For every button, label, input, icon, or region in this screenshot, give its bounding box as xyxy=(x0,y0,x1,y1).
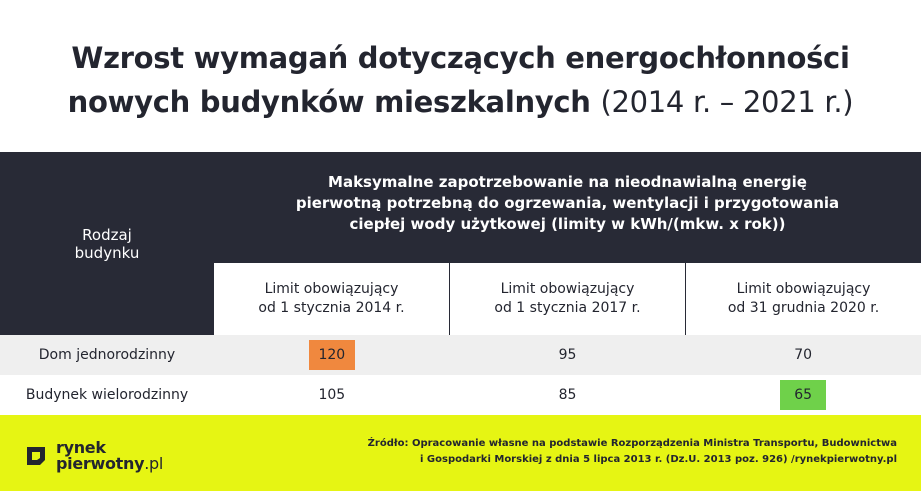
value-highlight-green: 65 xyxy=(780,380,827,410)
logo-mark-icon xyxy=(27,447,45,465)
column-header-2014: Limit obowiązujący od 1 stycznia 2014 r. xyxy=(214,263,449,335)
column-header-2017: Limit obowiązujący od 1 stycznia 2017 r. xyxy=(449,263,685,335)
row-header-line-2: budynku xyxy=(74,244,140,262)
value: 85 xyxy=(558,387,577,403)
page-title: Wzrost wymagań dotyczących energochłonno… xyxy=(0,36,921,124)
source-line-2: i Gospodarki Morskiej z dnia 5 lipca 201… xyxy=(420,454,897,465)
logo-line-1: rynek xyxy=(56,438,106,457)
rynekpierwotny-logo: rynek pierwotny.pl xyxy=(24,440,163,472)
table-row-budynek-wielorodzinny: Budynek wielorodzinny 105 85 65 xyxy=(0,375,921,415)
title-line-1: Wzrost wymagań dotyczących energochłonno… xyxy=(71,41,850,75)
title-line-2: nowych budynków mieszkalnych (2014 r. – … xyxy=(0,80,921,124)
column-header-2020: Limit obowiązujący od 31 grudnia 2020 r. xyxy=(685,263,921,335)
column-header-line-1: Limit obowiązujący xyxy=(264,281,399,297)
table-row-dom-jednorodzinny: Dom jednorodzinny 120 95 70 xyxy=(0,335,921,375)
source-line-1: Źródło: Opracowanie własne na podstawie … xyxy=(367,438,897,449)
column-header-line-1: Limit obowiązujący xyxy=(736,281,871,297)
row-header-line-1: Rodzaj xyxy=(82,226,132,244)
logo-wordmark: rynek pierwotny.pl xyxy=(56,440,163,472)
table-cell: 65 xyxy=(685,380,921,410)
column-header-line-2: od 31 grudnia 2020 r. xyxy=(727,300,880,316)
table-cell: 120 xyxy=(214,340,450,370)
title-line-2-bold: nowych budynków mieszkalnych xyxy=(67,85,591,119)
title-date-range: (2014 r. – 2021 r.) xyxy=(600,85,854,119)
column-group-header-line-3: ciepłej wody użytkowej (limity w kWh/(mk… xyxy=(349,215,786,233)
logo-line-2-bold: pierwotny xyxy=(56,454,145,473)
source-note: Źródło: Opracowanie własne na podstawie … xyxy=(297,436,897,468)
table-cell: 85 xyxy=(450,380,686,410)
row-label: Dom jednorodzinny xyxy=(38,347,176,363)
value: 105 xyxy=(318,387,346,403)
column-group-header-line-1: Maksymalne zapotrzebowanie na nieodnawia… xyxy=(328,173,807,191)
column-group-header: Maksymalne zapotrzebowanie na nieodnawia… xyxy=(214,172,921,235)
column-group-header-line-2: pierwotną potrzebną do ogrzewania, wenty… xyxy=(295,194,840,212)
logo-line-2-suffix: .pl xyxy=(144,454,164,473)
value: 95 xyxy=(558,347,577,363)
column-header-line-1: Limit obowiązujący xyxy=(500,281,635,297)
footer-bar xyxy=(0,415,921,491)
column-headers: Limit obowiązujący od 1 stycznia 2014 r.… xyxy=(214,263,921,335)
value-highlight-orange: 120 xyxy=(308,340,355,370)
row-label: Budynek wielorodzinny xyxy=(25,387,189,403)
column-header-line-2: od 1 stycznia 2017 r. xyxy=(494,300,641,316)
row-header: Rodzaj budynku xyxy=(0,226,214,262)
table-cell: 70 xyxy=(685,340,921,370)
logo-line-2: pierwotny.pl xyxy=(56,456,163,472)
column-header-line-2: od 1 stycznia 2014 r. xyxy=(258,300,405,316)
table-cell: 105 xyxy=(214,380,450,410)
table-cell: 95 xyxy=(450,340,686,370)
value: 70 xyxy=(794,347,813,363)
